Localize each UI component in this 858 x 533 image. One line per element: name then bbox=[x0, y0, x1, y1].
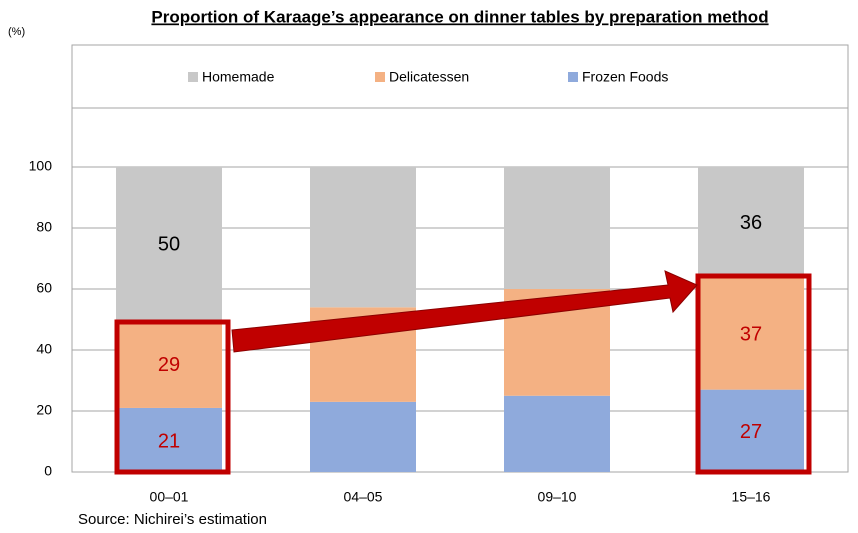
x-tick-label: 15–16 bbox=[732, 489, 771, 505]
highlight-box bbox=[695, 273, 812, 475]
y-unit: (%) bbox=[8, 26, 25, 38]
data-label: 21 bbox=[158, 430, 180, 452]
bar-segment bbox=[116, 167, 222, 320]
x-tick-label: 04–05 bbox=[344, 489, 383, 505]
data-label: 37 bbox=[740, 324, 762, 346]
bar-segment bbox=[698, 389, 804, 472]
bar-segment bbox=[504, 395, 610, 472]
source: Source: Nichirei’s estimation bbox=[78, 511, 267, 528]
data-label: 36 bbox=[740, 212, 762, 234]
bar-segment bbox=[310, 401, 416, 472]
y-tick-label: 20 bbox=[36, 402, 52, 418]
y-tick-label: 40 bbox=[36, 341, 52, 357]
legend-swatch bbox=[568, 72, 578, 82]
data-label: 29 bbox=[158, 354, 180, 376]
legend-label: Delicatessen bbox=[389, 69, 469, 85]
y-tick-label: 60 bbox=[36, 280, 52, 296]
data-label: 27 bbox=[740, 421, 762, 443]
highlight-box bbox=[114, 319, 231, 475]
bar-segment bbox=[698, 167, 804, 277]
bars: 21 29 50 27 37 36 bbox=[116, 167, 804, 472]
bar-segment bbox=[698, 276, 804, 390]
y-tick-label: 0 bbox=[44, 463, 52, 479]
chart-title: Proportion of Karaage’s appearance on di… bbox=[151, 7, 768, 26]
bar-segment bbox=[504, 167, 610, 289]
bar-segment bbox=[310, 167, 416, 308]
x-tick-label: 00–01 bbox=[150, 489, 189, 505]
y-tick-label: 80 bbox=[36, 219, 52, 235]
data-label: 50 bbox=[158, 234, 180, 256]
trend-arrow bbox=[231, 270, 698, 353]
legend-swatch bbox=[375, 72, 385, 82]
y-tick-label: 100 bbox=[29, 158, 53, 174]
x-tick-label: 09–10 bbox=[538, 489, 577, 505]
bar-segment bbox=[116, 319, 222, 408]
legend-swatch bbox=[188, 72, 198, 82]
bar-segment bbox=[116, 407, 222, 472]
legend-label: Frozen Foods bbox=[582, 69, 668, 85]
legend-label: Homemade bbox=[202, 69, 275, 85]
